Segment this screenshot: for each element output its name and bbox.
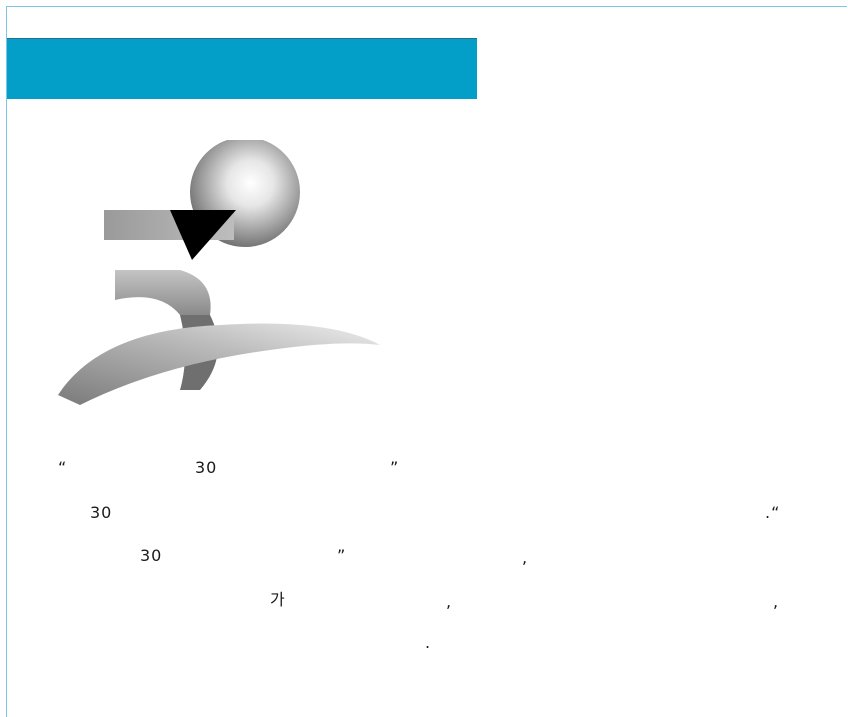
text-token: 30 xyxy=(90,503,113,522)
text-token: 30 xyxy=(140,546,163,565)
text-token: .“ xyxy=(765,503,781,522)
header-banner xyxy=(7,38,477,99)
text-token: ” xyxy=(337,546,347,565)
text-token: ” xyxy=(390,458,400,477)
page-frame xyxy=(6,6,847,717)
text-token: 가 xyxy=(270,590,286,609)
text-token: 30 xyxy=(195,458,218,477)
text-token: , xyxy=(773,592,780,611)
30-anniversary-logo-icon xyxy=(58,140,380,405)
text-token: , xyxy=(522,548,529,567)
text-token: , xyxy=(446,592,453,611)
text-token: . xyxy=(425,633,432,652)
text-token: “ xyxy=(58,458,68,477)
